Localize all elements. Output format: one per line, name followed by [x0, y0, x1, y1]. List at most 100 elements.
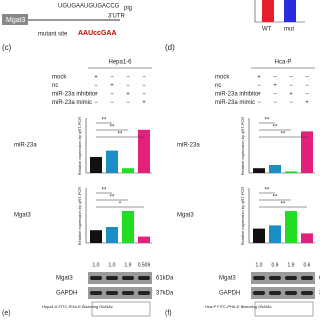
sig: ** [273, 195, 278, 201]
sig: ** [273, 125, 278, 131]
band [90, 291, 102, 295]
ratio: 1.9 [125, 262, 132, 268]
sign: − [94, 100, 98, 106]
treatment: mock [215, 75, 230, 81]
sign: − [305, 75, 309, 81]
sign: − [110, 75, 114, 81]
ratio: 0.509 [138, 262, 151, 268]
panel-letter: (d) [165, 43, 175, 52]
band [285, 291, 297, 295]
ratio: 1.0 [93, 262, 100, 268]
bar-label: mut [284, 27, 294, 33]
bar [269, 165, 281, 173]
bar-mut [284, 0, 296, 22]
cell-line: Hca-P [275, 60, 292, 66]
treatment: mock [52, 75, 67, 81]
species: pig [124, 6, 132, 12]
band [106, 276, 118, 280]
sign: − [273, 92, 277, 98]
sign: − [126, 100, 130, 106]
bar [253, 168, 265, 173]
panel-letter: (f) [165, 310, 172, 317]
blot-name: GAPDH [219, 291, 240, 297]
blot-size: 37kDa [156, 291, 174, 297]
bar [269, 225, 281, 243]
sign: + [257, 75, 261, 81]
gene: miR-23a [177, 143, 200, 149]
treatment: miR-23a mimic [52, 100, 92, 106]
bar [285, 171, 297, 173]
sign: − [94, 92, 98, 98]
band [253, 291, 265, 295]
sign: − [110, 92, 114, 98]
bar [301, 233, 313, 243]
bottom-text: Hca-P FITC-PHA-E Bisecting GlcNAc [205, 304, 272, 309]
bar-label: WT [262, 27, 272, 33]
sig: ** [110, 195, 115, 201]
sign: + [305, 100, 309, 106]
bar-wt [262, 0, 274, 22]
y-label: Relative expression by qRT-PCR [77, 117, 82, 176]
treatment: miR-23a inhibitor [52, 92, 97, 98]
band [285, 276, 297, 280]
sign: − [142, 83, 146, 89]
band [301, 276, 313, 280]
seq: UGUGAAUGUGACCG [58, 4, 120, 10]
bar [90, 230, 102, 243]
sign: − [289, 100, 293, 106]
sign: + [289, 92, 293, 98]
ratio: 1.0 [109, 262, 116, 268]
gene: Mgat3 [177, 213, 194, 219]
band [122, 291, 134, 295]
sign: + [110, 83, 114, 89]
blot-name: Mgat3 [219, 276, 236, 282]
bar [106, 227, 118, 243]
band [253, 276, 265, 280]
bar [90, 157, 102, 173]
sig: ** [265, 188, 270, 194]
sig: ** [281, 202, 286, 208]
mutant-seq: AAUccGAA [78, 30, 117, 37]
sign: − [305, 83, 309, 89]
treatment: miR-23a inhibitor [215, 92, 260, 98]
band [269, 276, 281, 280]
band [269, 291, 281, 295]
sign: − [257, 92, 261, 98]
sig: ** [265, 118, 270, 124]
sig: ** [281, 132, 286, 138]
band [301, 291, 313, 295]
treatment: nc [52, 83, 58, 89]
utr: 3'UTR [108, 14, 125, 20]
band [138, 291, 150, 295]
sig: ** [118, 132, 123, 138]
legend-box [254, 301, 314, 317]
y-label: Relative expression by qRT-PCR [240, 117, 245, 176]
blot [88, 272, 152, 284]
gene-box [2, 14, 28, 25]
bar [138, 129, 150, 173]
bottom-text: Hepa1-6 FITC-PHA-E Bisecting GlcNAc [42, 304, 113, 309]
sign: − [142, 92, 146, 98]
bar [285, 211, 297, 243]
sign: − [110, 100, 114, 106]
sig: ** [102, 118, 107, 124]
sign: − [273, 100, 277, 106]
sign: − [289, 83, 293, 89]
y-label: Relative expression by qRT-PCR [240, 187, 245, 246]
sig: * [119, 202, 122, 208]
blot-name: GAPDH [56, 291, 77, 297]
legend-box [91, 301, 151, 317]
sign: − [257, 100, 261, 106]
bar [106, 150, 118, 173]
blot [251, 287, 315, 299]
sign: − [257, 83, 261, 89]
blot-name: Mgat3 [56, 276, 73, 282]
gene: Mgat3 [14, 213, 31, 219]
blot [88, 287, 152, 299]
gene: miR-23a [14, 143, 37, 149]
sign: − [142, 75, 146, 81]
ratio: 1.9 [288, 262, 295, 268]
panel-letter: (c) [2, 43, 12, 52]
bar [138, 236, 150, 243]
